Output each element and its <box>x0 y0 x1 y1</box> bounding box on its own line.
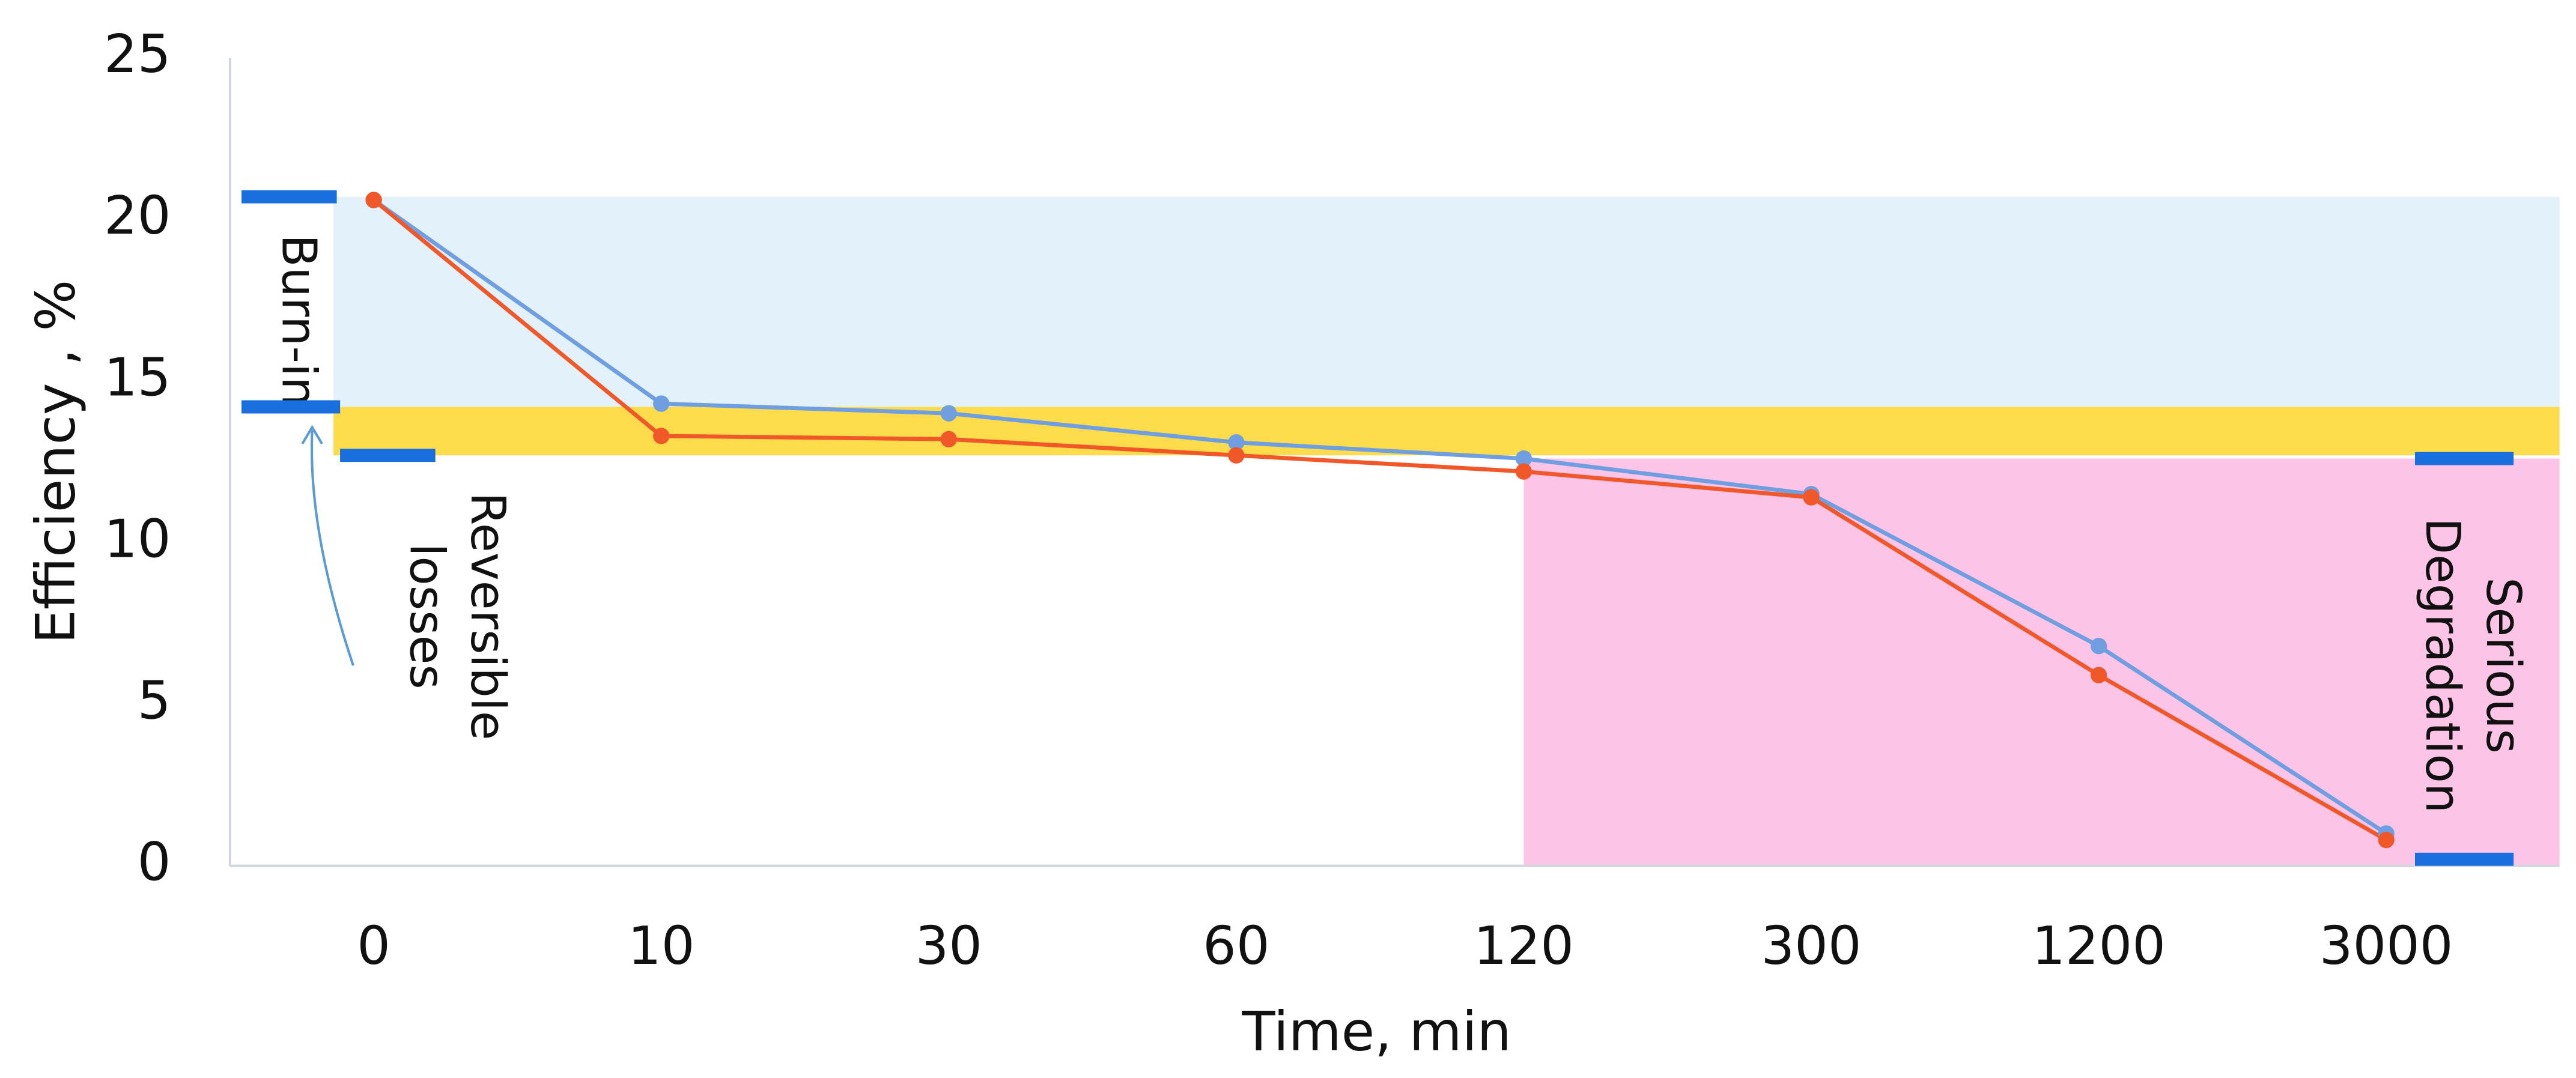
marker <box>2090 667 2107 683</box>
region <box>333 407 2560 456</box>
y-tick-label: 20 <box>104 185 171 246</box>
region-label: Reversible <box>460 492 516 740</box>
y-tick-label: 15 <box>104 347 171 408</box>
y-tick-label: 0 <box>138 832 171 893</box>
series-line <box>372 198 2387 842</box>
x-tick-label: 120 <box>1474 915 1574 977</box>
region-label: Burn-in <box>271 234 327 407</box>
x-tick-label: 3000 <box>2319 915 2453 977</box>
annotation-arrow <box>310 430 354 666</box>
x-tick-label: 1200 <box>2032 915 2166 977</box>
marker <box>1803 489 1820 506</box>
marker <box>1228 434 1245 451</box>
marker <box>365 192 382 208</box>
marker <box>653 428 670 444</box>
region-label: Serious <box>2476 577 2532 754</box>
y-tick-label: 5 <box>138 670 171 731</box>
marker <box>1228 447 1245 464</box>
marker <box>940 405 957 422</box>
region <box>333 196 2560 407</box>
x-axis-title: Time, min <box>1241 1000 1511 1063</box>
bracket <box>340 449 436 462</box>
series-line <box>372 198 2388 835</box>
marker <box>2378 831 2395 849</box>
x-tick-label: 60 <box>1203 915 1269 977</box>
x-tick-label: 300 <box>1761 915 1861 977</box>
x-tick-label: 30 <box>916 915 982 977</box>
region-label: Degradation <box>2415 518 2471 813</box>
region-label: losses <box>399 543 455 689</box>
bracket <box>242 400 341 414</box>
marker <box>1515 450 1533 467</box>
marker <box>653 395 670 412</box>
region <box>1523 458 2560 866</box>
y-tick-label: 25 <box>104 23 171 85</box>
y-axis-title: Efficiency , % <box>24 280 87 644</box>
arrow-head <box>301 425 323 444</box>
x-tick-label: 10 <box>628 915 694 977</box>
marker <box>2090 638 2107 655</box>
marker <box>940 431 957 447</box>
y-tick-label: 10 <box>104 508 171 569</box>
x-tick-label: 0 <box>357 915 390 977</box>
bracket <box>2415 852 2514 866</box>
regions <box>333 196 2560 866</box>
bracket <box>242 190 337 204</box>
marker <box>1515 463 1533 480</box>
bracket <box>2415 452 2514 465</box>
